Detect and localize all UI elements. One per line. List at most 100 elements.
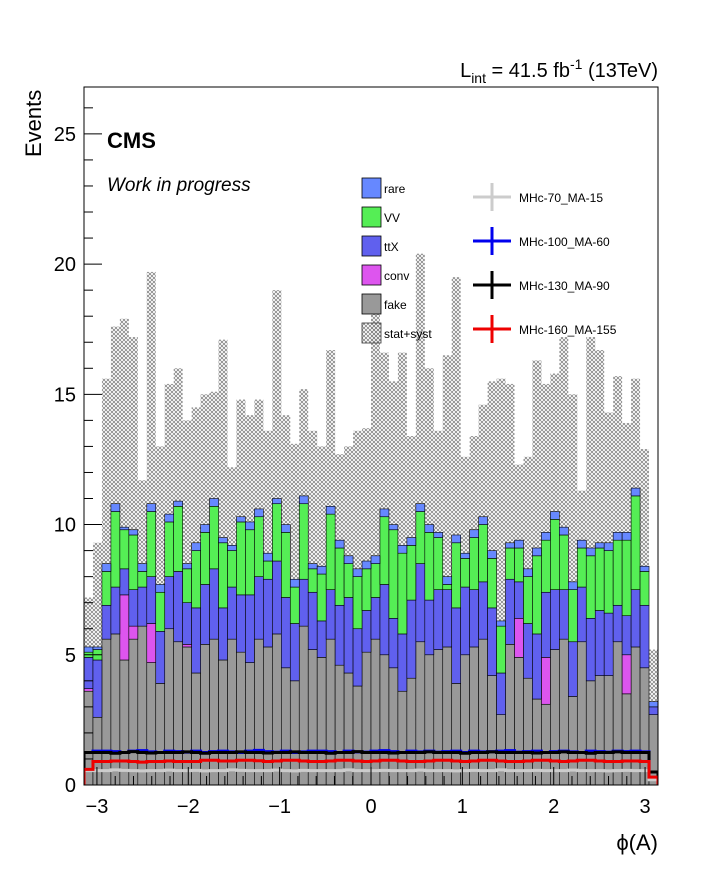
- bar-VV: [334, 547, 345, 606]
- bar-VV: [272, 503, 282, 562]
- legend-marker-MHc-100_MA-60: [473, 227, 511, 255]
- y-tick-label: 15: [54, 384, 76, 406]
- legend-marker-MHc-160_MA-155: [473, 315, 511, 343]
- bar-fake: [612, 641, 623, 785]
- stat-syst-band-bin: [496, 378, 506, 785]
- bar-rare: [137, 563, 148, 572]
- y-axis-title: Events: [21, 90, 46, 157]
- bar-VV: [182, 568, 192, 603]
- bar-conv: [84, 688, 94, 692]
- bar-conv: [146, 623, 157, 663]
- bar-VV: [496, 625, 506, 674]
- y-axis: 0 5 10 15 20 25: [54, 107, 102, 797]
- bar-conv: [119, 594, 130, 661]
- bar-rare: [110, 503, 121, 512]
- bar-VV: [298, 503, 309, 580]
- bar-ttX: [550, 589, 560, 650]
- bar-fake: [101, 638, 112, 785]
- legend-label-rare: rare: [384, 182, 406, 196]
- bar-VV: [487, 558, 497, 609]
- bar-ttX: [110, 586, 121, 635]
- bar-ttX: [505, 578, 515, 645]
- bar-rare: [379, 508, 390, 518]
- x-tick-label: 1: [457, 796, 468, 818]
- bar-rare: [550, 511, 560, 520]
- legend-label-conv: conv: [384, 269, 409, 283]
- bar-ttX: [334, 604, 345, 666]
- bar-VV: [200, 532, 210, 585]
- x-tick-label: −1: [268, 796, 291, 818]
- bar-VV: [514, 547, 524, 583]
- stat-syst-band-bin: [371, 303, 380, 785]
- bar-ttX: [621, 615, 632, 656]
- bar-VV: [281, 532, 291, 598]
- bar-rare: [173, 500, 183, 507]
- bar-fake: [209, 638, 219, 785]
- bar-ttX: [406, 599, 417, 679]
- legend-label-MHc-130_MA-90: MHc-130_MA-90: [519, 279, 610, 293]
- bar-fake: [334, 664, 345, 785]
- bar-fake: [370, 638, 381, 785]
- y-tick-label: 5: [65, 645, 76, 667]
- bar-rare: [514, 539, 524, 549]
- y-tick-label: 25: [54, 124, 76, 146]
- bar-ttX: [164, 576, 174, 630]
- bar-ttX: [559, 589, 569, 640]
- bar-VV: [254, 516, 264, 577]
- bar-ttX: [84, 657, 94, 689]
- bar-fake: [146, 662, 157, 785]
- bar-ttX: [532, 633, 542, 700]
- bar-VV: [603, 550, 614, 614]
- bar-VV: [352, 576, 363, 630]
- bar-ttX: [236, 594, 246, 653]
- bar-ttX: [254, 576, 264, 640]
- bar-rare: [388, 524, 399, 531]
- bar-rare: [254, 508, 264, 518]
- bar-rare: [469, 529, 479, 538]
- cms-label: CMS: [107, 128, 156, 153]
- bar-rare: [478, 516, 488, 525]
- bar-rare: [442, 576, 453, 585]
- bar-rare: [245, 521, 255, 531]
- x-tick-label: 0: [365, 796, 376, 818]
- bar-VV: [137, 571, 148, 588]
- legend-label-ttX: ttX: [384, 240, 399, 254]
- bar-fake: [191, 672, 201, 785]
- bar-fake: [119, 659, 130, 785]
- bar-ttX: [433, 589, 444, 650]
- bar-rare: [84, 646, 94, 653]
- bar-fake: [541, 703, 551, 785]
- bar-ttX: [388, 618, 399, 669]
- bar-fake: [200, 644, 210, 785]
- signal-line-MHc-130_MA-90: [84, 750, 658, 785]
- bar-ttX: [424, 599, 435, 656]
- bar-ttX: [316, 620, 327, 658]
- legend-swatch-fake: [361, 293, 382, 315]
- bar-fake: [379, 654, 390, 785]
- bar-conv: [514, 618, 524, 658]
- bar-ttX: [92, 659, 103, 718]
- x-axis-title: ϕ(A): [616, 830, 658, 855]
- bar-ttX: [137, 586, 148, 627]
- bar-fake: [415, 641, 426, 785]
- bar-rare: [325, 506, 336, 515]
- bar-ttX: [101, 604, 112, 640]
- bar-VV: [469, 537, 479, 590]
- bar-ttX: [648, 706, 658, 715]
- bar-ttX: [478, 581, 488, 640]
- bar-rare: [523, 568, 533, 577]
- bar-VV: [110, 511, 121, 588]
- bar-fake: [424, 654, 435, 785]
- bar-VV: [559, 534, 569, 590]
- bar-rare: [496, 620, 506, 627]
- bar-rare: [316, 565, 327, 575]
- bar-ttX: [585, 618, 596, 682]
- bar-rare: [272, 498, 282, 505]
- bar-rare: [182, 563, 192, 570]
- bar-VV: [119, 529, 130, 570]
- bar-ttX: [397, 633, 408, 692]
- bar-conv: [621, 654, 632, 695]
- bar-rare: [433, 532, 444, 538]
- bar-rare: [236, 516, 246, 523]
- bar-VV: [415, 511, 426, 564]
